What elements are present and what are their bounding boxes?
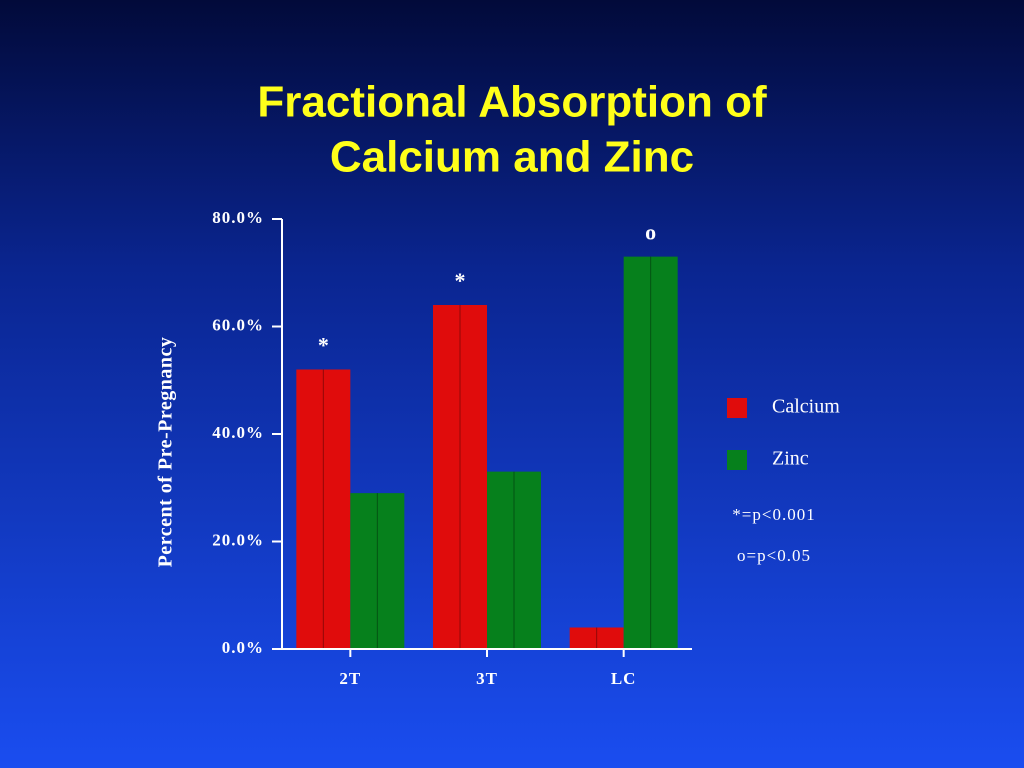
chart-title: Calcium and Zinc (330, 133, 694, 182)
y-tick-label: 80.0% (212, 208, 264, 227)
y-tick-label: 20.0% (212, 530, 264, 549)
footnote: *=p<0.001 (732, 505, 815, 524)
bar (433, 305, 487, 649)
legend-label: Zinc (772, 448, 809, 470)
x-tick-label: 3T (476, 669, 498, 688)
bar (296, 369, 351, 649)
bar (350, 493, 405, 649)
significance-mark: o (645, 220, 656, 245)
y-axis-title: Percent of Pre-Pregnancy (155, 337, 177, 568)
significance-mark: * (455, 268, 466, 293)
bar (623, 256, 678, 649)
legend-swatch (727, 398, 747, 418)
bar (487, 471, 541, 649)
y-tick-label: 40.0% (212, 423, 264, 442)
chart-title: Fractional Absorption of (257, 78, 767, 127)
y-tick-label: 60.0% (212, 315, 264, 334)
y-tick-label: 0.0% (222, 638, 264, 657)
legend-swatch (727, 450, 747, 470)
footnote: o=p<0.05 (737, 546, 811, 565)
x-tick-label: 2T (339, 669, 361, 688)
significance-mark: * (318, 333, 329, 358)
bar (569, 627, 624, 649)
x-tick-label: LC (611, 669, 637, 688)
legend-label: Calcium (772, 396, 840, 418)
